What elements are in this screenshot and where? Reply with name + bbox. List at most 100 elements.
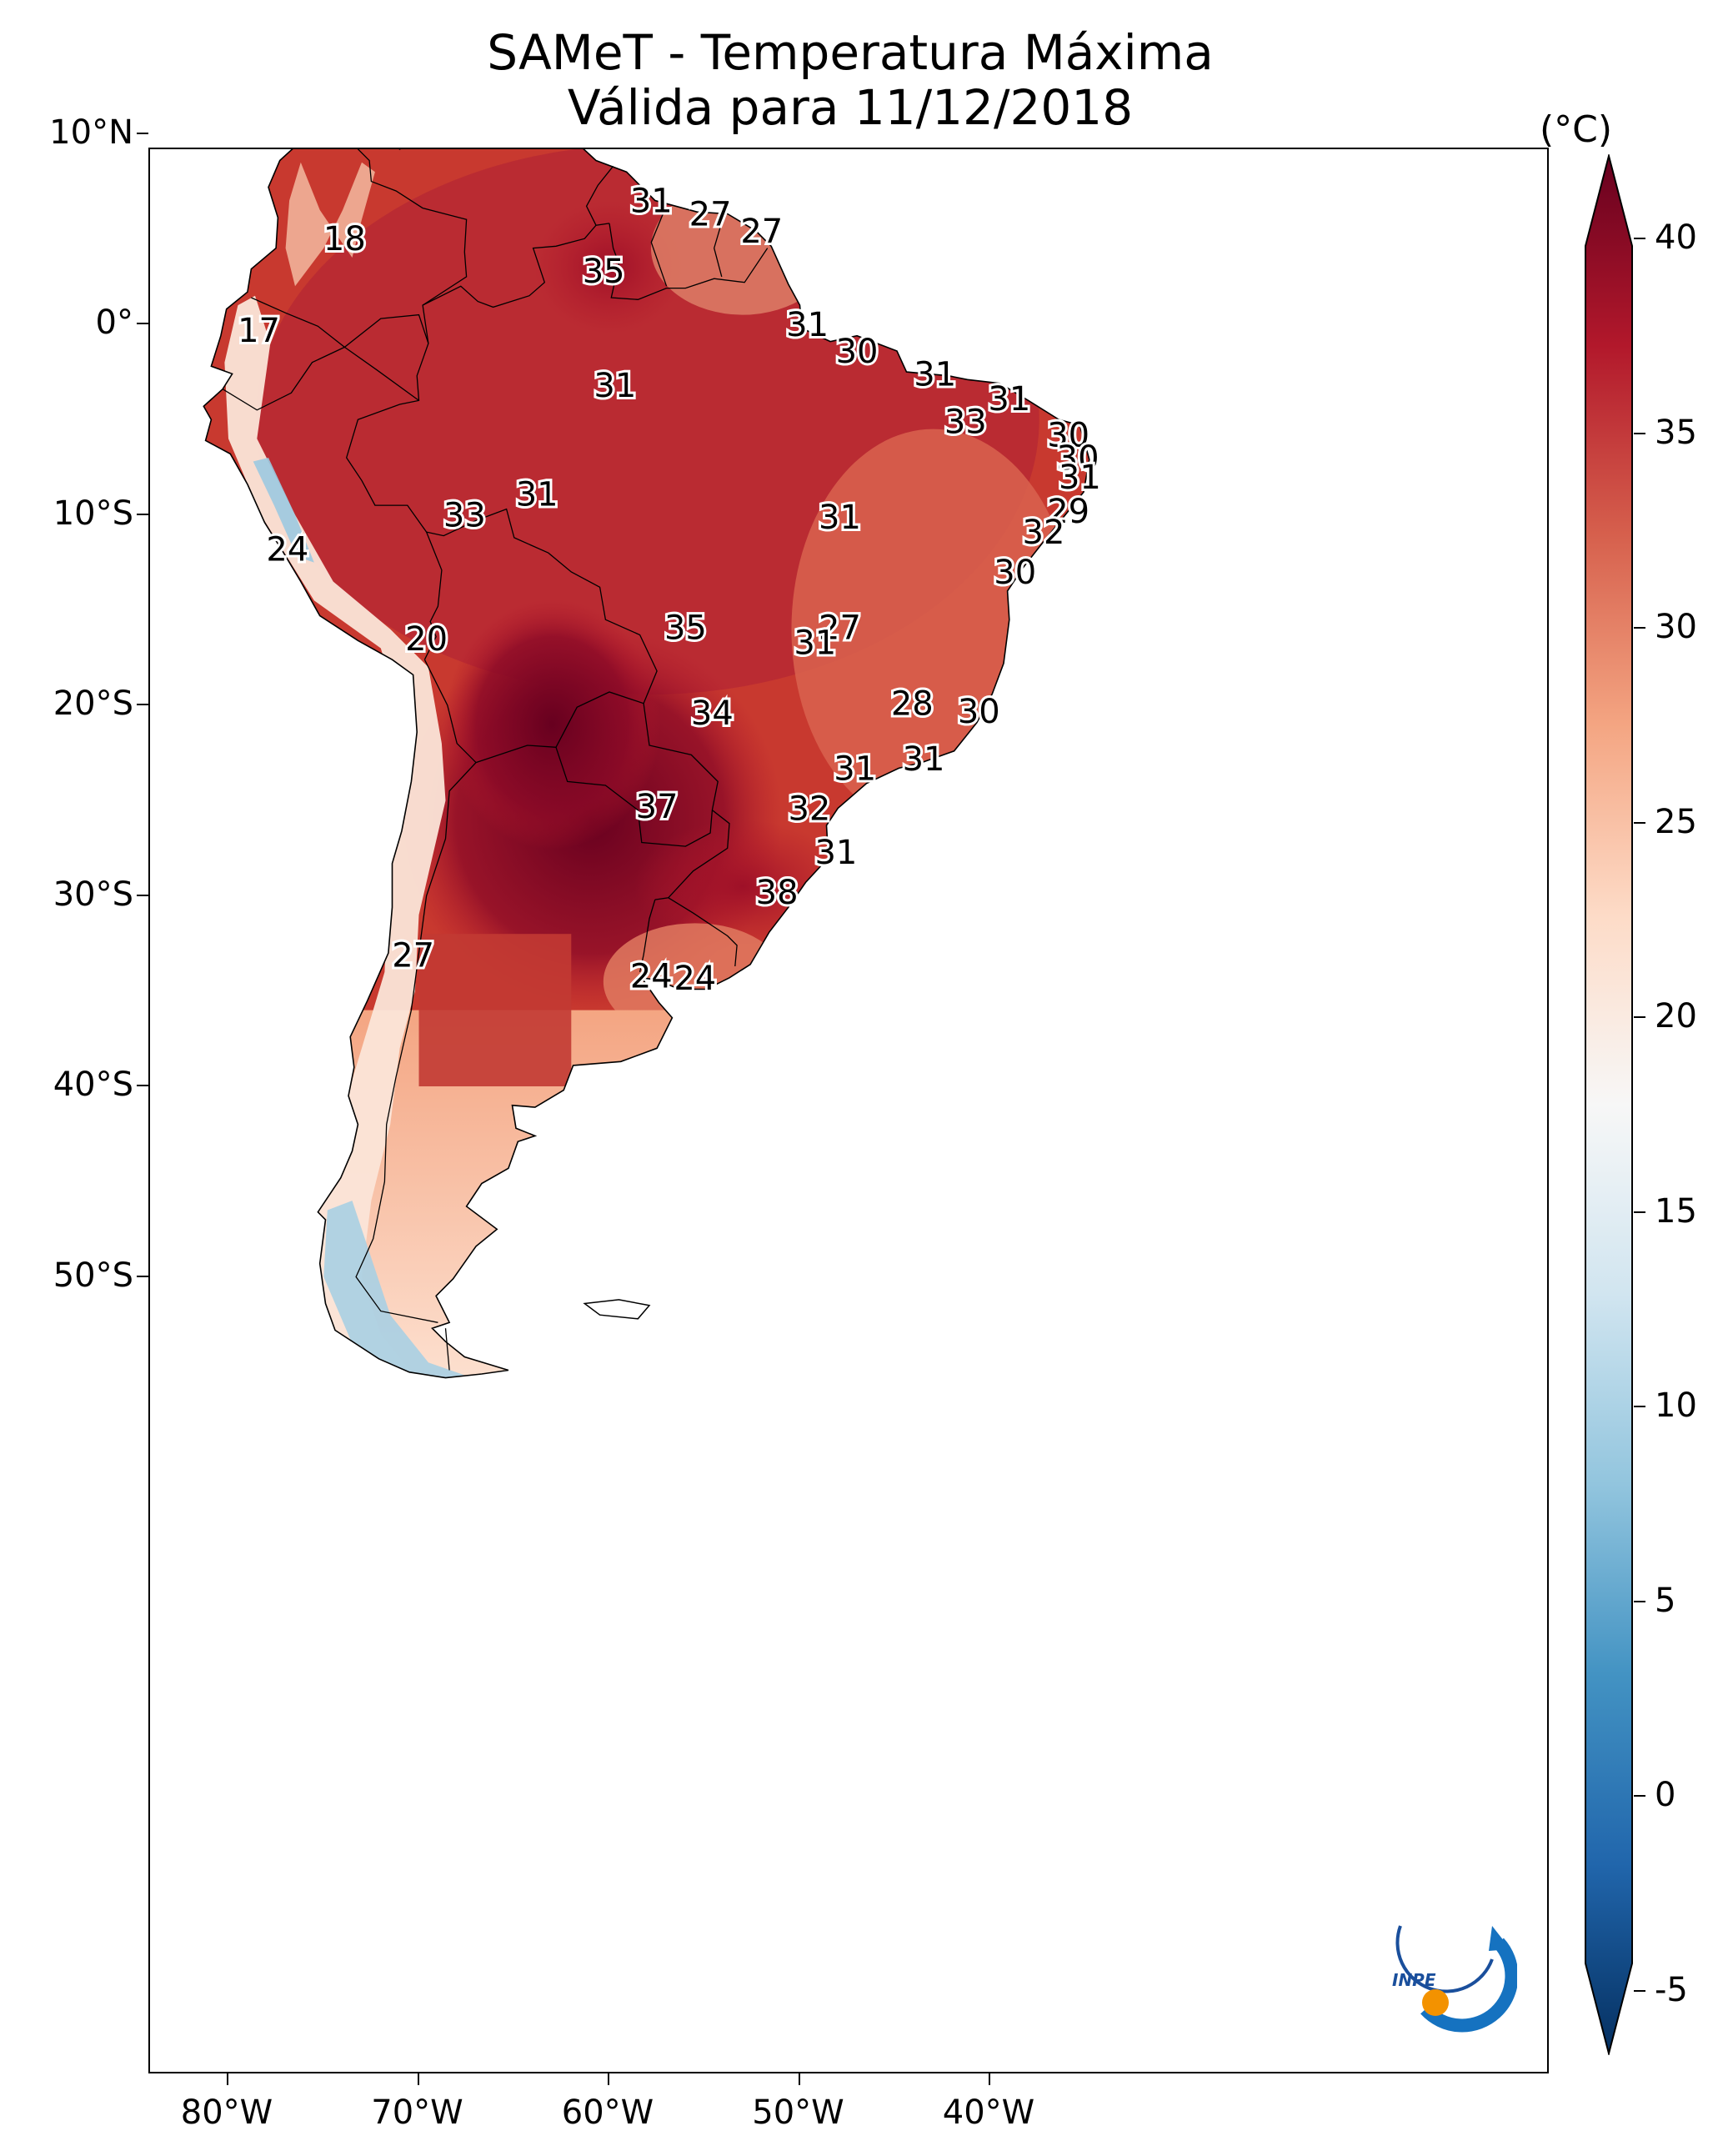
colorbar-tick-label: 20: [1655, 997, 1697, 1035]
colorbar: [1585, 154, 1633, 2055]
temperature-label: 31: [903, 740, 945, 779]
temperature-label: 27: [392, 936, 434, 975]
temperature-label: 33: [944, 404, 987, 442]
temperature-label: 24: [266, 531, 308, 569]
latitude-tick-mark: [137, 704, 148, 705]
political-border: [357, 149, 468, 306]
colorbar-tick-mark: [1634, 238, 1645, 239]
political-border: [609, 223, 769, 300]
temperature-label: 30: [958, 693, 1000, 731]
colorbar-unit: (°C): [1540, 108, 1613, 151]
political-border: [423, 508, 658, 764]
temperature-label: 37: [636, 788, 679, 826]
longitude-tick-label: 40°W: [942, 2093, 1035, 2132]
latitude-tick-mark: [137, 894, 148, 896]
colorbar-tick-label: 35: [1655, 413, 1697, 452]
political-border: [444, 1328, 450, 1371]
longitude-tick-label: 60°W: [561, 2093, 654, 2132]
temperature-label: 31: [819, 499, 861, 537]
temperature-label: 32: [1023, 514, 1065, 552]
temperature-label: 31: [834, 750, 876, 788]
longitude-tick-mark: [608, 2073, 609, 2085]
political-border: [585, 165, 614, 226]
falkland-islands: [583, 1299, 651, 1320]
colorbar-body: [1585, 154, 1633, 2055]
temperature-label: 34: [691, 694, 734, 733]
temperature-label: 33: [443, 497, 486, 535]
colorbar-tick-label: 15: [1655, 1191, 1697, 1231]
latitude-tick-mark: [137, 513, 148, 515]
longitude-tick-mark: [989, 2073, 990, 2085]
longitude-tick-label: 80°W: [180, 2093, 273, 2132]
political-border: [654, 810, 730, 900]
temperature-label: 31: [814, 834, 857, 872]
temperature-label: 17: [238, 312, 280, 350]
latitude-tick-mark: [137, 132, 148, 134]
latitude-tick-mark: [137, 1085, 148, 1086]
temperature-label: 27: [740, 213, 783, 251]
temperature-label: 31: [630, 182, 673, 220]
latitude-tick-label: 50°S: [53, 1256, 133, 1295]
latitude-tick-label: 20°S: [53, 684, 133, 723]
inpe-logo: INPE: [1392, 1925, 1517, 2033]
colorbar-tick-label: 0: [1655, 1776, 1676, 1814]
colorbar-tick-label: 40: [1655, 218, 1697, 257]
longitude-tick-mark: [417, 2073, 419, 2085]
latitude-tick-label: 10°S: [53, 494, 133, 533]
political-border: [668, 897, 738, 967]
temperature-label: 31: [1059, 459, 1101, 497]
political-border: [222, 346, 345, 411]
colorbar-tick-label: 5: [1655, 1581, 1676, 1620]
colorbar-tick-label: -5: [1655, 1970, 1688, 2009]
colorbar-tick-mark: [1634, 1211, 1645, 1213]
colorbar-tick-mark: [1634, 1600, 1645, 1602]
map-frame: 2618173127273531303131313330303131333129…: [148, 148, 1549, 2073]
temperature-label: 18: [323, 220, 366, 258]
temperature-label: 24: [674, 960, 716, 998]
coastline: [203, 149, 1090, 1379]
temperature-label: 29: [1047, 493, 1089, 531]
colorbar-tick-label: 10: [1655, 1386, 1697, 1425]
political-border: [344, 346, 419, 401]
latitude-tick-mark: [137, 1275, 148, 1277]
colorbar-tick-label: 25: [1655, 802, 1697, 841]
political-border: [555, 703, 719, 847]
colorbar-tick-mark: [1634, 1795, 1645, 1797]
temperature-label: 28: [891, 685, 934, 724]
political-border: [714, 215, 724, 278]
temperature-label: 30: [836, 333, 879, 371]
temperature-label: 27: [689, 195, 732, 233]
temperature-label: 24: [630, 957, 673, 995]
temperature-label: 31: [786, 306, 829, 344]
latitude-tick-label: 40°S: [53, 1065, 133, 1104]
political-border: [355, 659, 477, 1323]
longitude-tick-mark: [798, 2073, 800, 2085]
political-border: [650, 209, 668, 287]
logo-text: INPE: [1392, 1970, 1436, 1990]
colorbar-tick-mark: [1634, 821, 1645, 824]
temperature-label: 35: [583, 253, 625, 291]
temperature-label: 32: [788, 790, 830, 828]
temperature-label: 30: [1047, 417, 1089, 455]
temperature-label: 31: [594, 367, 636, 405]
colorbar-tick-mark: [1634, 627, 1645, 629]
temperature-label: 38: [756, 874, 799, 912]
map-subtitle: Válida para 11/12/2018: [567, 79, 1134, 136]
longitude-tick-mark: [227, 2073, 228, 2085]
temperature-label: 31: [794, 624, 836, 663]
latitude-tick-mark: [137, 323, 148, 324]
temperature-label: 31: [914, 355, 956, 394]
political-border: [639, 899, 656, 973]
temperature-field: [203, 149, 1089, 1378]
latitude-tick-label: 30°S: [53, 875, 133, 914]
map-canvas: 2618173127273531303131313330303131333129…: [203, 149, 1104, 1379]
longitude-tick-label: 50°W: [752, 2093, 844, 2132]
colorbar-tick-mark: [1634, 432, 1645, 434]
temperature-label: 31: [516, 475, 558, 514]
temperature-label: 30: [994, 554, 1036, 592]
colorbar-tick-mark: [1634, 1989, 1645, 1992]
temperature-label: 31: [988, 380, 1030, 419]
latitude-tick-label: 0°: [95, 303, 133, 342]
temperature-label: 35: [664, 609, 707, 647]
temperature-label: 27: [819, 609, 861, 647]
